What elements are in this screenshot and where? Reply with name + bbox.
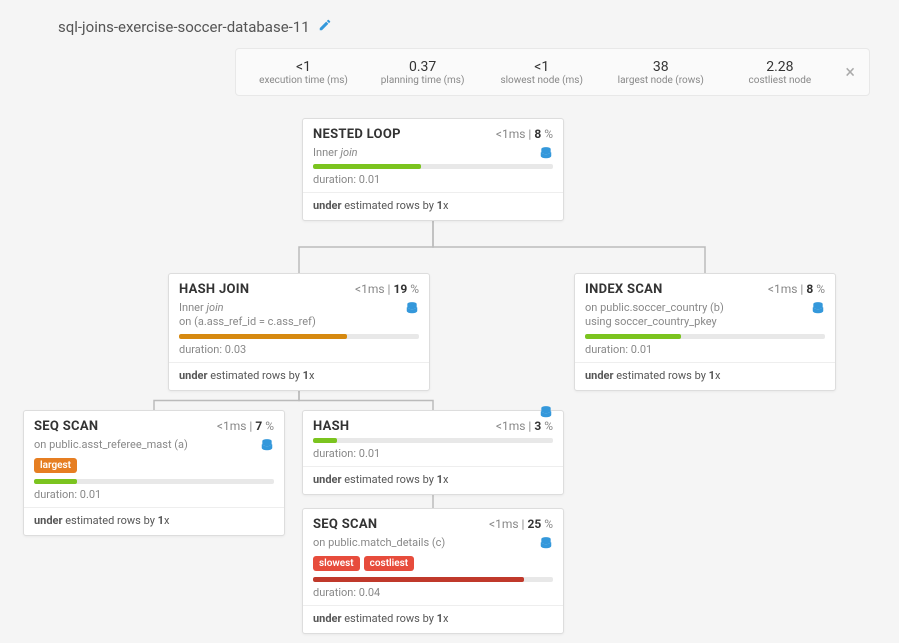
node-header: SEQ SCAN <1ms | 25 % xyxy=(303,509,563,536)
node-estimate: under estimated rows by 1x xyxy=(303,193,563,220)
database-icon[interactable] xyxy=(539,405,553,422)
stat-value: 0.37 xyxy=(363,59,482,75)
duration-bar xyxy=(303,438,563,445)
plan-canvas: NESTED LOOP <1ms | 8 % Inner join duration:… xyxy=(0,110,899,643)
stat-label: planning time (ms) xyxy=(363,75,482,86)
node-title: SEQ SCAN xyxy=(313,517,377,532)
node-duration: duration: 0.04 xyxy=(303,584,563,605)
edit-icon[interactable] xyxy=(318,18,332,36)
node-title: HASH JOIN xyxy=(179,282,249,297)
node-header: NESTED LOOP <1ms | 8 % xyxy=(303,119,563,146)
plan-node-nested-loop[interactable]: NESTED LOOP <1ms | 8 % Inner join duration:… xyxy=(302,118,564,221)
node-metrics: <1ms | 19 % xyxy=(355,282,419,296)
node-estimate: under estimated rows by 1x xyxy=(24,508,284,535)
database-icon[interactable] xyxy=(539,146,553,164)
duration-bar xyxy=(303,577,563,584)
plan-node-hash[interactable]: HASH<1ms | 3 % duration: 0.01under estima… xyxy=(302,410,564,495)
node-duration: duration: 0.01 xyxy=(303,445,563,466)
plan-node-index-scan[interactable]: INDEX SCAN <1ms | 8 % on public.soccer_cou… xyxy=(574,273,836,391)
node-estimate: under estimated rows by 1x xyxy=(303,606,563,633)
database-icon[interactable] xyxy=(405,301,419,319)
badge-largest: largest xyxy=(34,458,77,473)
node-metrics: <1ms | 7 % xyxy=(217,419,274,433)
database-icon[interactable] xyxy=(260,438,274,456)
node-subtext: on public.asst_referee_mast (a) xyxy=(24,438,284,456)
stats-bar: <1 execution time (ms) 0.37 planning tim… xyxy=(235,48,870,96)
node-duration: duration: 0.01 xyxy=(303,171,563,192)
duration-bar xyxy=(24,479,284,486)
duration-bar xyxy=(303,164,563,171)
plan-node-seq-scan-a[interactable]: SEQ SCAN <1ms | 7 % on public.asst_referee… xyxy=(23,410,285,536)
stat-value: 38 xyxy=(601,59,720,75)
node-duration: duration: 0.01 xyxy=(575,341,835,362)
node-duration: duration: 0.01 xyxy=(24,486,284,507)
node-header: SEQ SCAN <1ms | 7 % xyxy=(24,411,284,438)
node-subtext: Inner join xyxy=(303,146,563,164)
node-title: SEQ SCAN xyxy=(34,419,98,434)
duration-bar xyxy=(575,334,835,341)
node-duration: duration: 0.03 xyxy=(169,341,429,362)
close-icon[interactable]: × xyxy=(839,62,861,83)
node-estimate: under estimated rows by 1x xyxy=(169,363,429,390)
duration-bar xyxy=(169,334,429,341)
stat-largest-node: 38 largest node (rows) xyxy=(601,59,720,86)
stat-label: execution time (ms) xyxy=(244,75,363,86)
badge-costliest: costliest xyxy=(364,556,414,571)
node-estimate: under estimated rows by 1x xyxy=(575,363,835,390)
node-metrics: <1ms | 25 % xyxy=(489,517,553,531)
node-badges: slowest costliest xyxy=(303,554,563,577)
stat-value: <1 xyxy=(482,59,601,75)
stat-value: <1 xyxy=(244,59,363,75)
stat-planning-time: 0.37 planning time (ms) xyxy=(363,59,482,86)
node-header: HASH<1ms | 3 % xyxy=(303,411,563,438)
stat-label: costliest node xyxy=(720,75,839,86)
node-title: INDEX SCAN xyxy=(585,282,663,297)
badge-slowest: slowest xyxy=(313,556,360,571)
node-estimate: under estimated rows by 1x xyxy=(303,467,563,494)
node-metrics: <1ms | 8 % xyxy=(496,127,553,141)
database-icon[interactable] xyxy=(539,536,553,554)
node-subtext: on public.soccer_country (b)using soccer… xyxy=(575,301,835,334)
node-title: HASH xyxy=(313,419,349,434)
plan-node-hash-join[interactable]: HASH JOIN <1ms | 19 % Inner joinon (a.ass_… xyxy=(168,273,430,391)
node-subtext: Inner joinon (a.ass_ref_id = c.ass_ref) xyxy=(169,301,429,334)
stat-costliest-node: 2.28 costliest node xyxy=(720,59,839,86)
stat-slowest-node: <1 slowest node (ms) xyxy=(482,59,601,86)
plan-title: sql-joins-exercise-soccer-database-11 xyxy=(58,18,310,36)
stat-value: 2.28 xyxy=(720,59,839,75)
node-metrics: <1ms | 8 % xyxy=(768,282,825,296)
database-icon[interactable] xyxy=(811,301,825,319)
stat-label: slowest node (ms) xyxy=(482,75,601,86)
node-title: NESTED LOOP xyxy=(313,127,401,142)
node-badges: largest xyxy=(24,456,284,479)
plan-title-bar: sql-joins-exercise-soccer-database-11 xyxy=(58,18,332,36)
stat-execution-time: <1 execution time (ms) xyxy=(244,59,363,86)
plan-node-seq-scan-c[interactable]: SEQ SCAN <1ms | 25 % on public.match_detai… xyxy=(302,508,564,634)
stat-label: largest node (rows) xyxy=(601,75,720,86)
node-subtext: on public.match_details (c) xyxy=(303,536,563,554)
node-header: INDEX SCAN <1ms | 8 % xyxy=(575,274,835,301)
node-header: HASH JOIN <1ms | 19 % xyxy=(169,274,429,301)
